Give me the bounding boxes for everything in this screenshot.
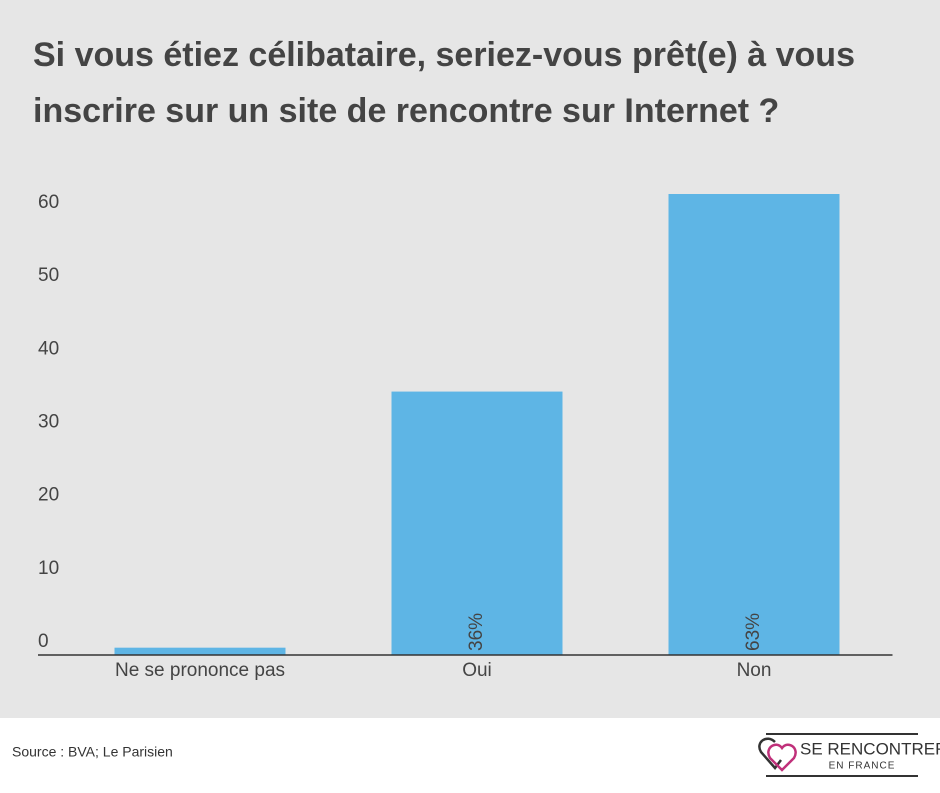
logo-subtext: EN FRANCE: [829, 761, 896, 772]
x-tick-label: Non: [737, 660, 772, 681]
source: Source : BVA; Le Parisien: [12, 744, 173, 760]
y-tick-label: 0: [38, 631, 49, 652]
bar: [391, 391, 563, 655]
bar: [668, 194, 840, 655]
y-tick-label: 10: [38, 558, 59, 579]
chart-title: inscrire sur un site de rencontre sur In…: [33, 92, 779, 130]
logo-text: SE RENCONTRER: [800, 739, 940, 758]
y-tick-label: 20: [38, 485, 59, 506]
value-label: 36%: [466, 613, 487, 651]
y-tick-label: 40: [38, 338, 59, 359]
y-tick-label: 50: [38, 265, 59, 286]
x-tick-label: Ne se prononce pas: [115, 660, 285, 681]
y-tick-label: 60: [38, 192, 59, 213]
value-label: 63%: [743, 613, 764, 651]
logo: SE RENCONTRER EN FRANCE: [758, 733, 940, 777]
chart-title: Si vous étiez célibataire, seriez-vous p…: [33, 36, 855, 74]
x-tick-label: Oui: [462, 660, 492, 681]
y-tick-label: 30: [38, 411, 59, 432]
bar: [114, 647, 286, 655]
